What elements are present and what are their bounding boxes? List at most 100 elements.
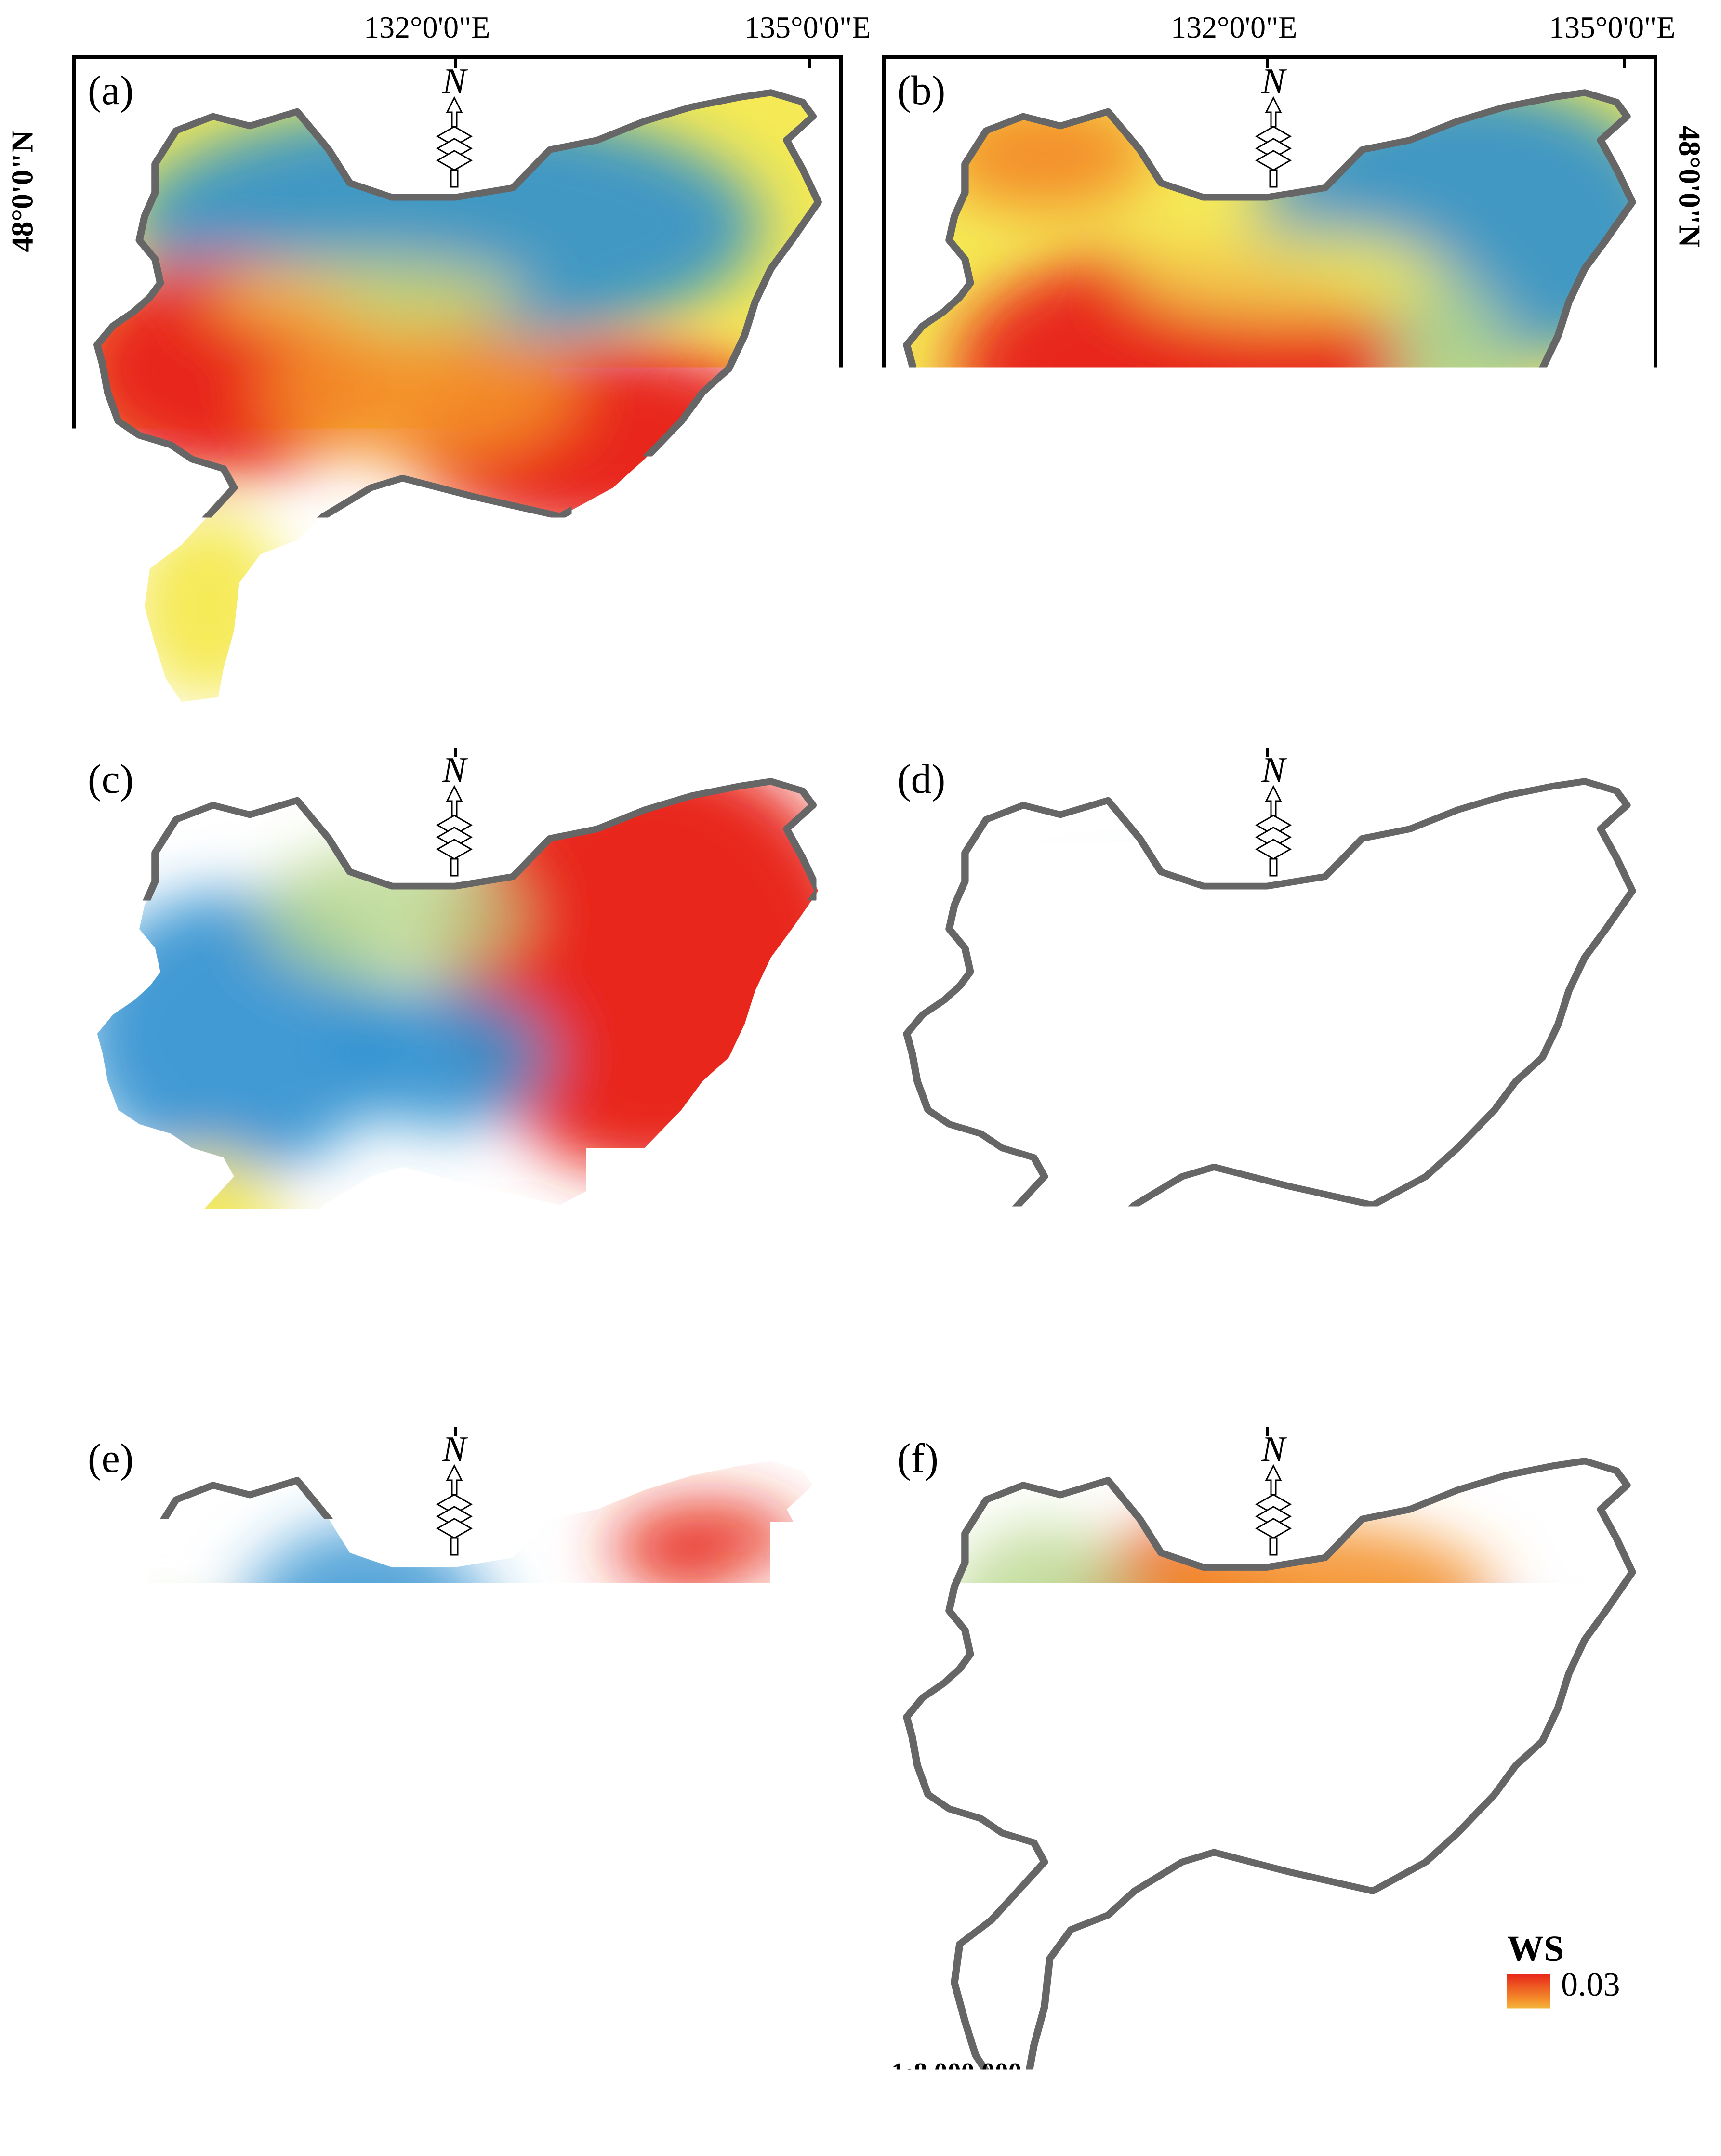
heat-zone-5: [208, 259, 523, 335]
right-lat-48-row2: 48°0'0"N: [1672, 814, 1708, 936]
heat-zone-5: [1124, 226, 1442, 321]
legend-color-ramp: [1507, 1974, 1550, 2066]
svg-text:N: N: [1261, 62, 1287, 101]
scale-text: 1:8,000,000: [891, 680, 1022, 710]
heat-zone-2: [1124, 1524, 1495, 1669]
graticule-tick: [1266, 1427, 1269, 1436]
left-lat-48-row3: 48°0'0"N: [5, 1493, 40, 1615]
heat-zone-4: [891, 1000, 1018, 1144]
scale-text: 1:8,000,000: [891, 1368, 1022, 1399]
map-panel-rsds: (c) N Rsds 8.63 –3.98 1:8,000,000: [72, 744, 843, 1409]
legend-max-value: 0.26: [747, 1966, 806, 2004]
graticule-tick: [1266, 710, 1269, 718]
graticule-tick: [1623, 1398, 1626, 1407]
legend-min-value: –2.52: [1555, 1353, 1631, 1392]
right-lat-45-row2: 45°0'0"N: [1672, 1175, 1708, 1297]
graticule-tick: [454, 2087, 457, 2096]
graticule-tick: [1623, 710, 1626, 718]
right-lat-48-row3: 48°0'0"N: [1672, 1493, 1708, 1615]
legend-max-value: 8.63: [747, 1277, 806, 1315]
scale-text: 1:8,000,000: [82, 2057, 212, 2088]
map-panel-pr: (d) N Pr 14.45 –2.52 1:8,000,000: [882, 744, 1657, 1409]
north-arrow-icon: N: [433, 1427, 476, 1557]
legend-color-ramp: [1507, 1286, 1550, 1377]
bottom-lon-135-right: 135°0'0"E: [1559, 2110, 1685, 2145]
graticule-tick: [454, 59, 457, 68]
right-lat-48-row1: 48°0'0"N: [1672, 125, 1708, 247]
graticule-tick: [454, 748, 457, 757]
graticule-tick: [1266, 2087, 1269, 2096]
graticule-tick: [808, 1427, 811, 1436]
legend-title: Pr: [1507, 1239, 1546, 1281]
heat-zone-4: [129, 1848, 287, 2022]
legend-max-value: 2.37: [1561, 588, 1620, 627]
left-lat-45-row1: 45°0'0"N: [5, 486, 40, 608]
legend-min-value: –0.07: [741, 2042, 817, 2080]
legend: Rlds 2.37 –1.99: [1507, 551, 1661, 695]
legend-min-value: –0.05: [1555, 2042, 1631, 2080]
legend: WS 0.03 –0.05: [1507, 1928, 1661, 2073]
heat-zone-3: [260, 321, 576, 464]
north-arrow-icon: N: [433, 748, 476, 878]
legend: Pr 14.45 –2.52: [1507, 1239, 1661, 1384]
legend: RH 0.26 –0.07: [693, 1928, 847, 2073]
legend-max-value: 0.03: [1561, 1966, 1620, 2004]
graticule-tick: [454, 710, 457, 718]
left-lat-45-row3: 45°0'0"N: [5, 1859, 40, 1981]
legend-min-value: –1.99: [1555, 664, 1631, 703]
panel-label: (c): [88, 755, 133, 803]
graticule-tick: [1266, 59, 1269, 68]
legend-color-ramp: [1507, 597, 1550, 688]
panel-label: (f): [897, 1434, 939, 1482]
legend-max-value: 0.04: [747, 588, 806, 627]
map-panel-rlds: (b) N Rlds 2.37 –1.99 1:8,000,000: [882, 55, 1657, 720]
top-lon-135-right: 135°0'0"E: [1549, 10, 1675, 45]
legend: Rsds 8.63 –3.98: [693, 1239, 847, 1384]
panel-label: (a): [88, 66, 133, 114]
north-arrow-icon: N: [433, 59, 476, 189]
top-lon-135-left: 135°0'0"E: [744, 10, 871, 45]
north-arrow-icon: N: [1252, 748, 1295, 878]
map-panel-ws: (f) N WS 0.03 –0.05 1:8,000,000: [882, 1423, 1657, 2098]
scale-text: 1:8,000,000: [891, 2057, 1022, 2088]
legend-color-ramp: [693, 597, 736, 688]
graticule-tick: [1266, 1398, 1269, 1407]
svg-text:N: N: [1261, 750, 1287, 790]
panel-label: (e): [88, 1434, 133, 1482]
bottom-lon-132-left: 132°0'0"E: [381, 2110, 507, 2145]
legend-color-ramp: [693, 1286, 736, 1377]
bottom-lon-135-left: 135°0'0"E: [761, 2110, 887, 2145]
heat-zone-3: [392, 1751, 707, 1925]
top-lon-132-right: 132°0'0"E: [1171, 10, 1297, 45]
scale-text: 1:8,000,000: [82, 680, 212, 710]
top-lon-132-left: 132°0'0"E: [364, 10, 490, 45]
graticule-tick: [808, 1398, 811, 1407]
legend-max-value: 14.45: [1561, 1277, 1637, 1315]
legend-min-value: –0.01: [741, 664, 817, 703]
panel-label: (d): [897, 755, 945, 803]
bottom-lon-132-right: 132°0'0"E: [1185, 2110, 1311, 2145]
right-lat-45-row3: 45°0'0"N: [1672, 1859, 1708, 1981]
panel-label: (b): [897, 66, 945, 114]
graticule-tick: [1623, 59, 1626, 68]
heat-zone-6: [613, 1499, 802, 1596]
legend-title: Rlds: [1507, 551, 1578, 592]
north-arrow-icon: N: [1252, 59, 1295, 189]
scale-text: 1:8,000,000: [82, 1368, 212, 1399]
north-arrow-icon: N: [1252, 1427, 1295, 1557]
legend-title: Tas: [693, 551, 746, 592]
graticule-tick: [454, 1427, 457, 1436]
left-lat-48-row1: 48°0'0"N: [5, 130, 40, 252]
graticule-tick: [808, 59, 811, 68]
legend-title: Rsds: [693, 1239, 768, 1281]
legend: Tas 0.04 –0.01: [693, 551, 847, 695]
graticule-tick: [454, 1398, 457, 1407]
heat-zone-4: [129, 512, 287, 702]
legend-color-ramp: [693, 1974, 736, 2066]
graticule-tick: [808, 710, 811, 718]
map-panel-rh: (e) N RH 0.26 –0.07 1:8,000,000: [72, 1423, 843, 2098]
right-lat-45-row1: 45°0'0"N: [1672, 486, 1708, 608]
legend-min-value: –3.98: [741, 1353, 817, 1392]
legend-title: WS: [1507, 1928, 1564, 1970]
svg-text:N: N: [1261, 1430, 1287, 1469]
